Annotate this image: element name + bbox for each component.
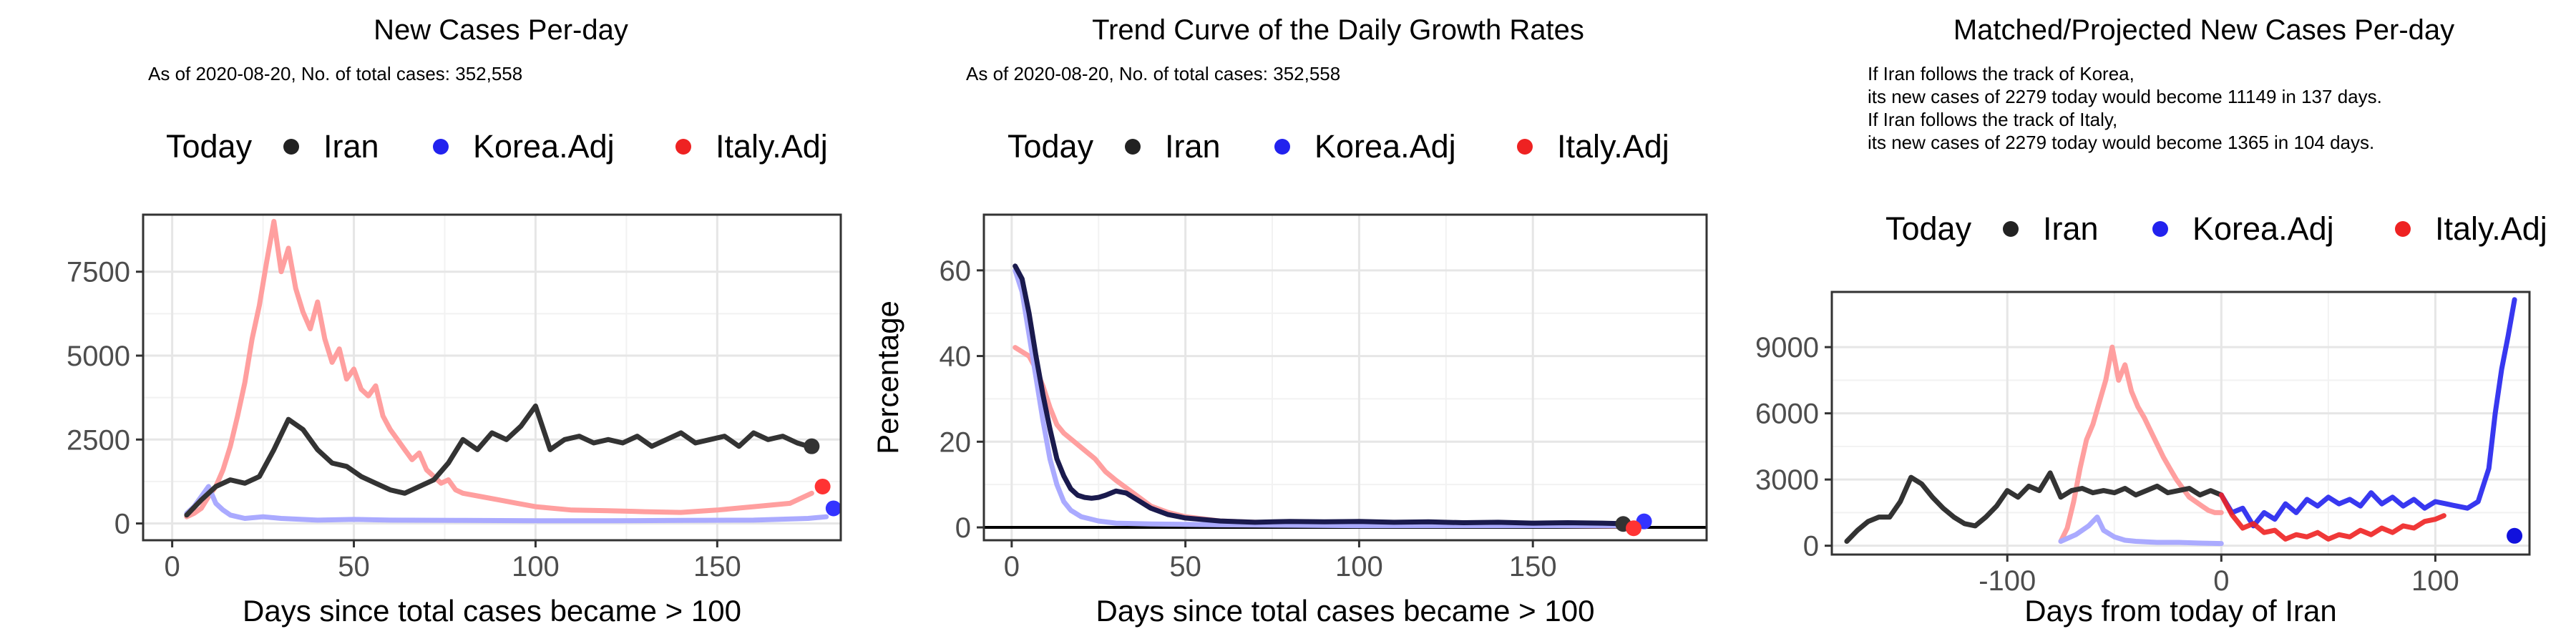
- annotation-line: its new cases of 2279 today would become…: [1868, 86, 2382, 107]
- panel-new-cases-per-day: New Cases Per-day As of 2020-08-20, No. o…: [67, 14, 842, 628]
- series-line-korea-adj-projected: [2218, 297, 2517, 529]
- y-tick-label: 9000: [1755, 332, 1819, 364]
- legend-label: Korea.Adj: [1314, 128, 1456, 165]
- chart-subtitle: As of 2020-08-20, No. of total cases: 35…: [966, 63, 1340, 84]
- x-axis-title: Days from today of Iran: [2024, 594, 2337, 628]
- legend-key-iran: [2003, 221, 2019, 237]
- today-point-italy-adj: [814, 478, 831, 494]
- x-tick-label: 0: [1004, 551, 1020, 582]
- legend-label: Italy.Adj: [2435, 210, 2547, 247]
- y-tick-label: 5000: [67, 341, 130, 372]
- series-line-italy-adj: [184, 218, 814, 519]
- chart-title: Matched/Projected New Cases Per-day: [1953, 14, 2454, 46]
- plot-background: [143, 215, 841, 540]
- x-tick-label: 150: [693, 551, 741, 582]
- y-tick-label: 3000: [1755, 464, 1819, 496]
- legend-label: Italy.Adj: [1557, 128, 1669, 165]
- x-tick-label: 100: [2411, 565, 2459, 597]
- series-line-iran: [1013, 263, 1623, 527]
- legend: Today Iran Korea.Adj Italy.Adj: [1885, 210, 2547, 247]
- y-tick-label: 0: [955, 512, 971, 544]
- x-tick-label: -100: [1979, 565, 2036, 597]
- legend-label: Korea.Adj: [2192, 210, 2334, 247]
- y-axis-title: Percentage: [871, 301, 904, 454]
- y-tick-label: 0: [114, 509, 130, 540]
- x-axis-title: Days since total cases became > 100: [1096, 594, 1595, 628]
- x-tick-label: 100: [1335, 551, 1383, 582]
- x-axis-title: Days since total cases became > 100: [243, 594, 741, 628]
- legend-title: Today: [1008, 128, 1094, 165]
- y-tick-label: 2500: [67, 424, 130, 456]
- plot-background: [1832, 292, 2529, 555]
- x-tick-label: 0: [165, 551, 180, 582]
- legend-label: Iran: [1165, 128, 1221, 165]
- chart-title: New Cases Per-day: [374, 14, 628, 46]
- today-point-korea-adj: [2507, 527, 2523, 544]
- x-tick-label: 50: [1169, 551, 1201, 582]
- legend-title: Today: [166, 128, 253, 165]
- today-point-iran: [804, 438, 820, 454]
- panel-matched-projected: Matched/Projected New Cases Per-day If Ir…: [1755, 14, 2547, 628]
- plot-border: [982, 213, 1708, 542]
- legend-title: Today: [1885, 210, 1972, 247]
- legend-key-italy-adj: [675, 139, 691, 155]
- legend-key-korea-adj: [2152, 221, 2168, 237]
- axis-ticks: -100 0 100 0 3000 6000 9000: [1755, 332, 2459, 597]
- panel-daily-growth-rates: Trend Curve of the Daily Growth Rates As …: [871, 14, 1708, 628]
- gridlines: [143, 215, 841, 540]
- series-line-italy-adj: [2058, 344, 2224, 544]
- series-line-iran: [184, 403, 811, 518]
- annotation-line: If Iran follows the track of Italy,: [1868, 109, 2117, 130]
- annotation-line: its new cases of 2279 today would become…: [1868, 132, 2374, 153]
- chart-subtitle: As of 2020-08-20, No. of total cases: 35…: [148, 63, 522, 84]
- legend: Today Iran Korea.Adj Italy.Adj: [166, 128, 828, 165]
- x-tick-label: 100: [512, 551, 560, 582]
- y-tick-label: 60: [940, 255, 972, 287]
- x-tick-label: 150: [1509, 551, 1557, 582]
- annotation-line: If Iran follows the track of Korea,: [1868, 63, 2135, 84]
- legend-label: Italy.Adj: [716, 128, 828, 165]
- series-line-italy-adj-projected: [2218, 492, 2446, 542]
- series-line-korea-adj: [2058, 514, 2224, 547]
- legend-label: Korea.Adj: [473, 128, 615, 165]
- legend-label: Iran: [2043, 210, 2099, 247]
- legend-key-italy-adj: [1517, 139, 1533, 155]
- plot-border: [1830, 291, 2531, 556]
- legend-key-korea-adj: [1274, 139, 1290, 155]
- legend-key-korea-adj: [433, 139, 449, 155]
- y-tick-label: 40: [940, 341, 972, 373]
- legend-key-iran: [283, 139, 299, 155]
- today-point-korea-adj: [825, 500, 841, 517]
- legend-label: Iran: [323, 128, 379, 165]
- legend: Today Iran Korea.Adj Italy.Adj: [1008, 128, 1669, 165]
- series-lines: [1013, 263, 1640, 529]
- series-line-iran: [1844, 470, 2224, 544]
- series-lines: [184, 218, 829, 524]
- x-tick-label: 50: [338, 551, 370, 582]
- axis-ticks: 0 50 100 150 0 2500 5000 7500: [67, 257, 741, 582]
- legend-key-iran: [1125, 139, 1141, 155]
- y-tick-label: 6000: [1755, 399, 1819, 430]
- legend-key-italy-adj: [2395, 221, 2411, 237]
- series-lines: [1844, 297, 2517, 547]
- plot-background: [984, 215, 1707, 540]
- axis-ticks: 0 50 100 150 0 20 40 60: [940, 255, 1557, 582]
- y-tick-label: 0: [1803, 531, 1819, 562]
- today-point-italy-adj: [1626, 520, 1642, 537]
- x-tick-label: 0: [2213, 565, 2229, 597]
- plot-border: [142, 213, 842, 542]
- y-tick-label: 7500: [67, 257, 130, 288]
- series-line-korea-adj: [1013, 268, 1640, 529]
- y-tick-label: 20: [940, 426, 972, 458]
- chart-title: Trend Curve of the Daily Growth Rates: [1092, 14, 1584, 46]
